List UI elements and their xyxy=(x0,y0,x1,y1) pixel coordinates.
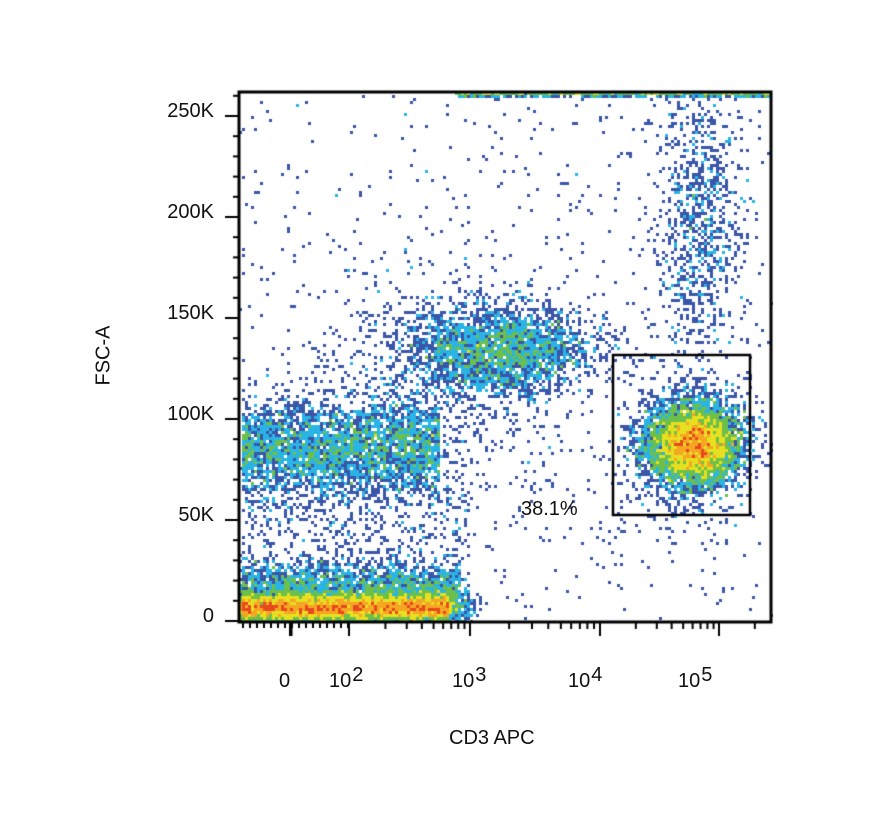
x-tick-label-zero: 0 xyxy=(279,670,291,692)
y-tick-label: 50K xyxy=(178,504,214,526)
x-axis-title: CD3 APC xyxy=(449,727,535,749)
y-tick-label: 0 xyxy=(202,605,214,627)
x-tick-label: 105 xyxy=(678,664,713,692)
x-tick-label: 104 xyxy=(568,664,603,692)
y-tick-label: 100K xyxy=(167,403,214,425)
y-tick-label: 200K xyxy=(167,201,214,223)
y-tick-label: 150K xyxy=(167,302,214,324)
y-axis-title: FSC-A xyxy=(92,325,115,386)
x-tick-label: 103 xyxy=(452,664,487,692)
gate-percentage-label: 38.1% xyxy=(521,498,578,520)
y-tick-label: 250K xyxy=(167,100,214,122)
x-tick-label: 102 xyxy=(329,664,364,692)
